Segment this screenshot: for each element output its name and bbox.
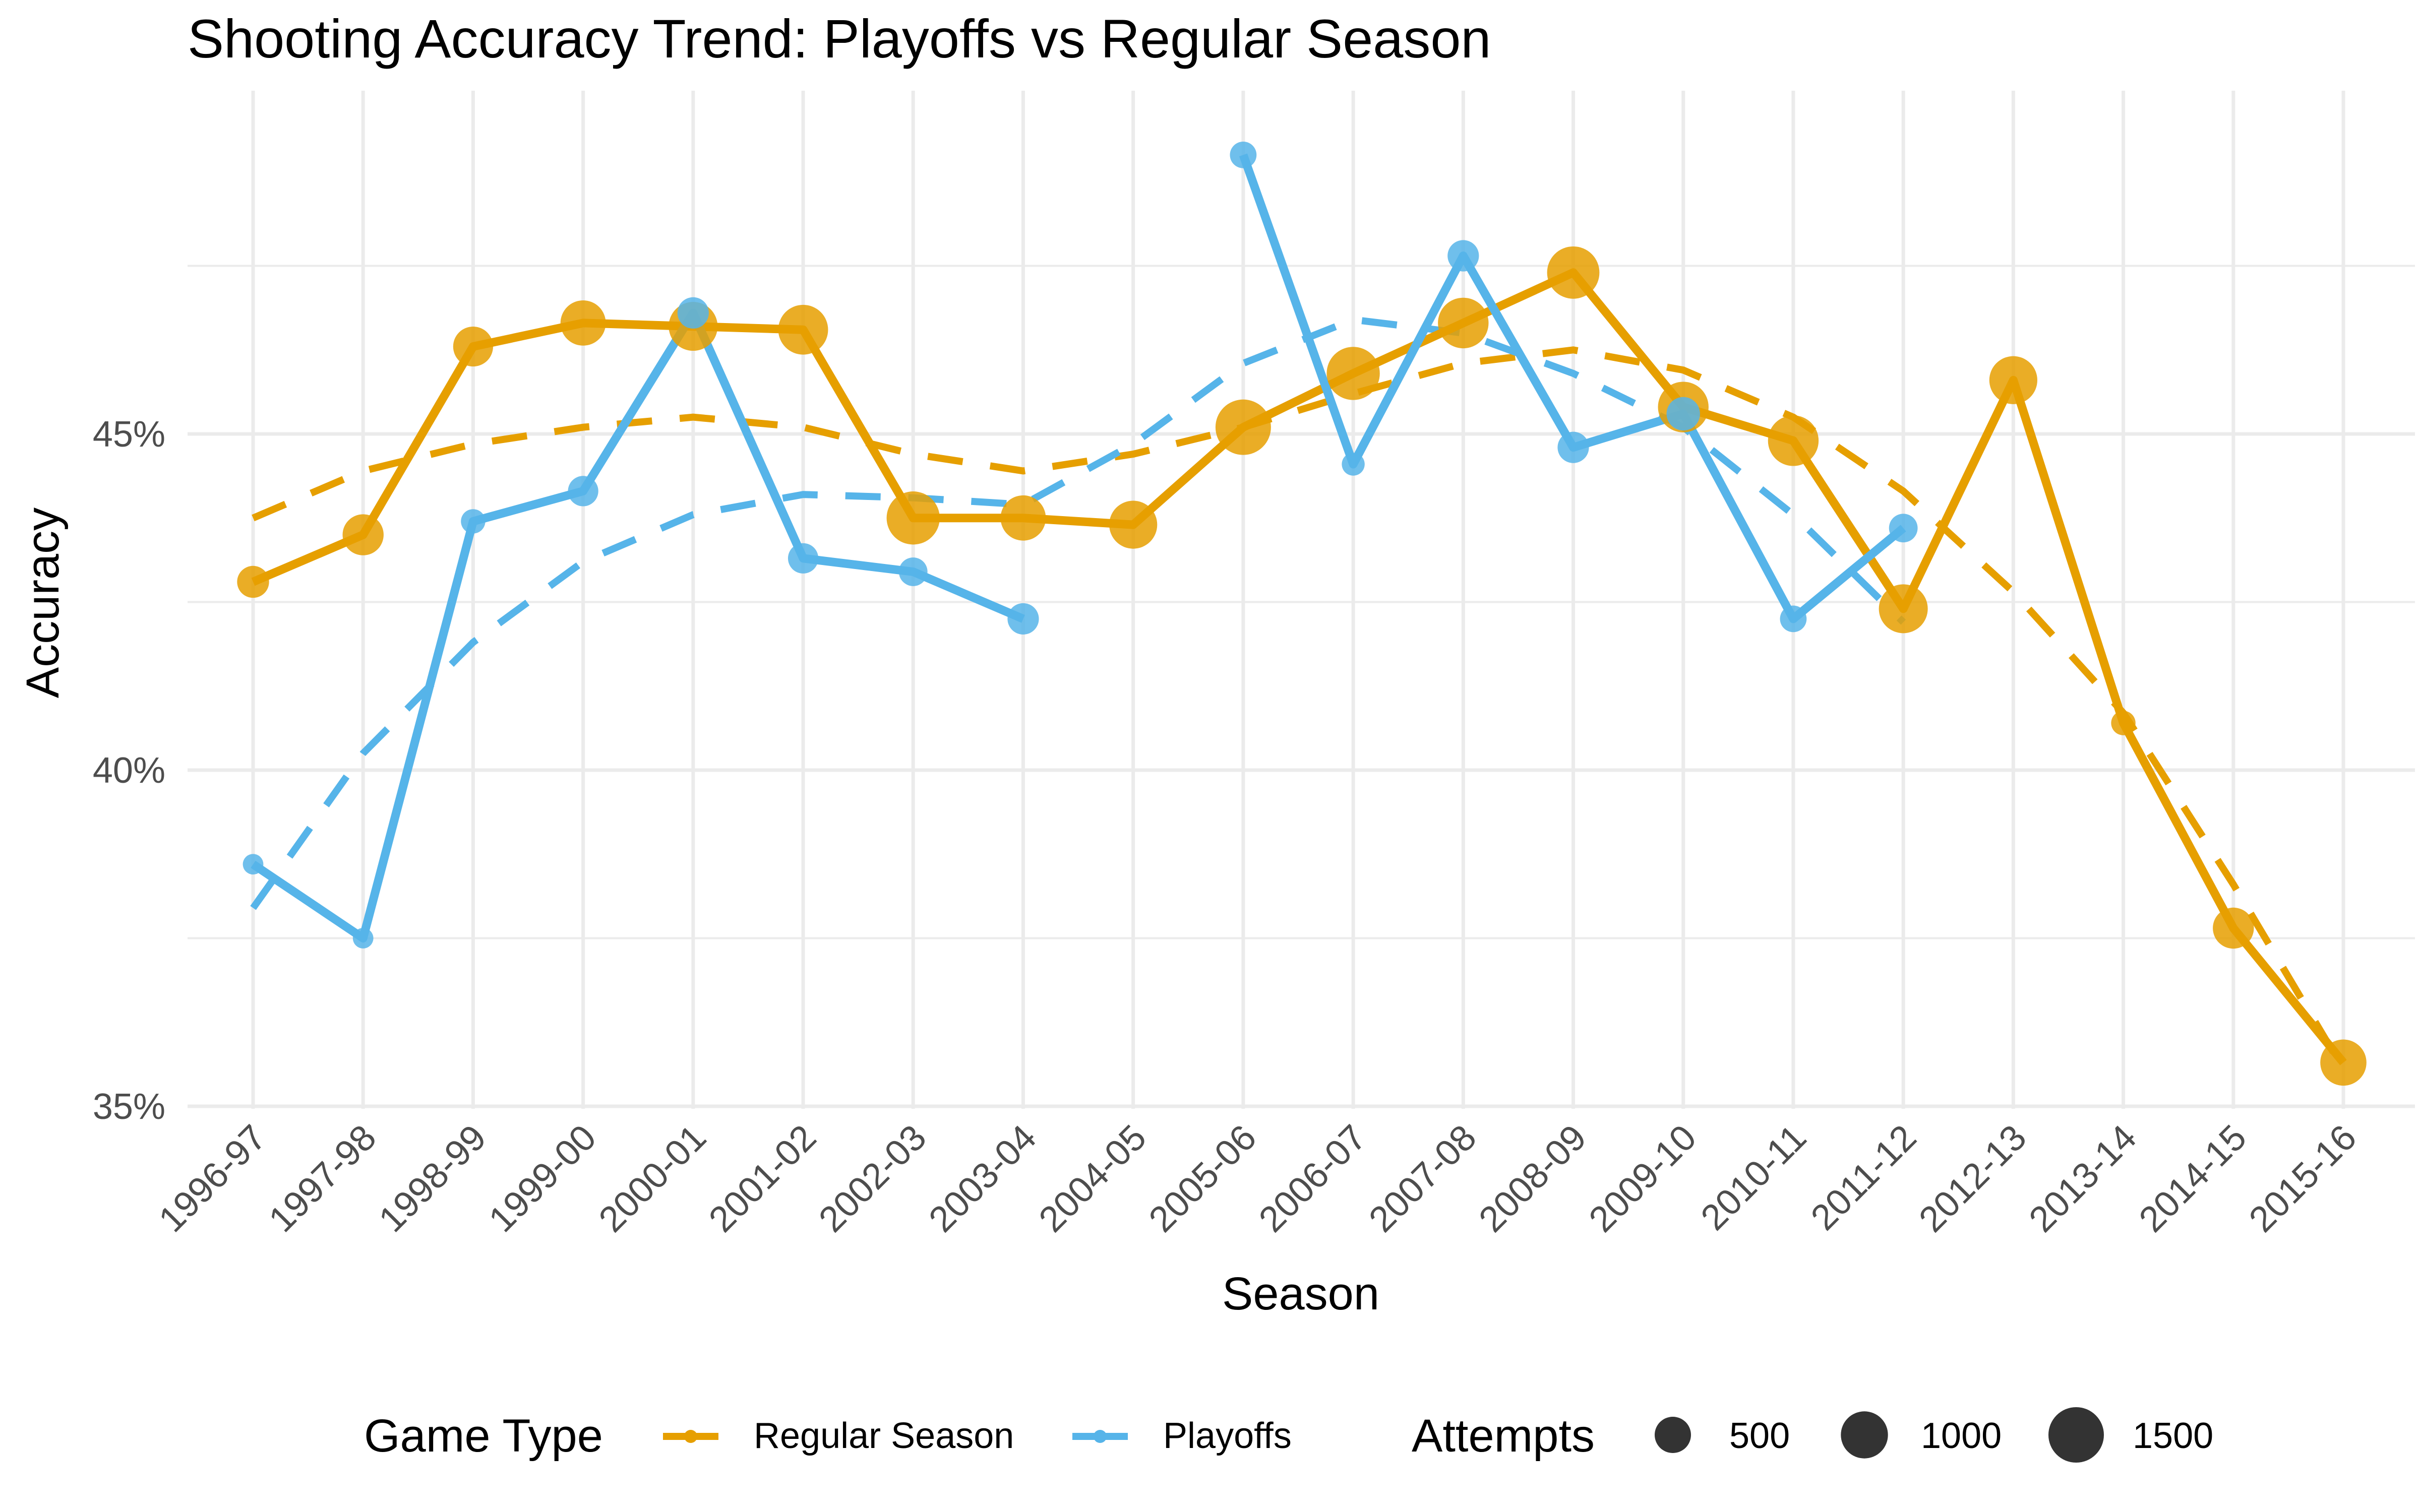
y-tick-label: 40% [93,750,165,791]
legend-key-point-regular-season [684,1430,697,1443]
x-tick-label: 2010-11 [1693,1117,1814,1238]
data-point-regular-season-2002-03 [886,491,940,545]
data-point-playoffs-1998-99 [461,509,486,534]
data-point-regular-season-2004-05 [1109,500,1158,549]
data-point-regular-season-1999-00 [560,300,606,346]
axes: 35%40%45%1996-971997-981998-991999-00200… [93,414,2364,1240]
x-tick-label: 2007-08 [1361,1117,1484,1240]
data-point-playoffs-1999-00 [568,476,598,507]
legend-size-title: Attempts [1412,1410,1595,1462]
data-point-playoffs-2006-07 [1342,453,1365,476]
data-point-regular-season-1998-99 [453,326,494,367]
x-tick-label: 1997-98 [261,1117,384,1240]
trend-line-playoffs [250,316,1906,910]
legend-size-key-1000 [1841,1411,1888,1459]
data-point-regular-season-1996-97 [237,565,269,598]
data-point-playoffs-2005-06 [1230,141,1257,168]
data-point-playoffs-1997-98 [352,928,374,949]
x-tick-label: 2015-16 [2242,1117,2364,1240]
legend-size-label-1500: 1500 [2133,1416,2213,1456]
data-point-playoffs-2011-12 [1889,514,1918,543]
trend-line-regular-season [252,346,2347,1072]
x-tick-label: 2000-01 [591,1117,714,1240]
x-tick-label: 2006-07 [1251,1117,1374,1240]
legend-key-point-playoffs [1094,1430,1107,1443]
y-tick-label: 45% [93,414,165,455]
x-tick-label: 1999-00 [481,1117,604,1240]
legend-size-1000: 1000 [1841,1411,2002,1459]
legend-color-title: Game Type [364,1410,603,1462]
data-point-regular-season-2010-11 [1768,415,1819,466]
data-point-regular-season-2003-04 [1000,495,1046,541]
series-line-playoffs [251,153,1906,942]
x-tick-label: 2009-10 [1582,1117,1704,1240]
legend-size-label-500: 500 [1729,1416,1790,1456]
y-tick-label: 35% [93,1087,165,1127]
x-axis-title: Season [1222,1268,1379,1319]
data-point-regular-season-1997-98 [342,514,384,555]
legend-size-key-500 [1655,1417,1691,1453]
legend-size-1500: 1500 [2048,1407,2213,1463]
data-point-regular-season-2014-15 [2213,907,2254,949]
data-points [237,141,2367,1086]
data-point-regular-season-2005-06 [1215,399,1271,455]
legend-size-label-1000: 1000 [1921,1416,2002,1456]
x-tick-label: 2013-14 [2021,1117,2144,1240]
data-point-regular-season-2008-09 [1547,246,1600,299]
data-point-playoffs-2009-10 [1666,397,1700,431]
data-point-playoffs-2002-03 [898,557,928,586]
x-tick-label: 2012-13 [1911,1117,2034,1240]
data-point-playoffs-2001-02 [788,543,819,574]
trend-lines [250,316,2347,1072]
x-tick-label: 2014-15 [2132,1117,2254,1240]
data-point-playoffs-2000-01 [677,297,709,329]
legend-item-playoffs: Playoffs [1072,1416,1292,1456]
legend-size-key-1500 [2048,1407,2104,1463]
data-point-playoffs-2010-11 [1780,605,1807,633]
y-axis-title: Accuracy [17,508,69,698]
data-point-playoffs-2003-04 [1007,603,1039,635]
x-tick-label: 2005-06 [1141,1117,1264,1240]
x-tick-label: 2003-04 [921,1117,1044,1240]
data-point-playoffs-2008-09 [1557,431,1589,463]
chart-title: Shooting Accuracy Trend: Playoffs vs Reg… [188,8,1491,69]
data-point-regular-season-2013-14 [2111,711,2136,735]
data-point-regular-season-2007-08 [1438,297,1489,349]
data-point-regular-season-2001-02 [778,304,828,355]
legend: Game Type Regular Season Playoffs Attemp… [364,1407,2213,1463]
x-tick-label: 2004-05 [1032,1117,1154,1240]
x-tick-label: 2002-03 [811,1117,934,1240]
legend-item-regular-season: Regular Season [663,1416,1014,1456]
legend-label-regular-season: Regular Season [754,1416,1014,1456]
legend-size-500: 500 [1655,1416,1790,1456]
x-tick-label: 1996-97 [151,1117,274,1240]
data-point-regular-season-2006-07 [1326,347,1380,400]
legend-label-playoffs: Playoffs [1163,1416,1292,1456]
data-point-regular-season-2012-13 [1989,356,2037,404]
x-tick-label: 1998-99 [371,1117,494,1240]
data-point-regular-season-2015-16 [2320,1039,2367,1086]
data-point-playoffs-1996-97 [243,854,264,875]
x-tick-label: 2011-12 [1803,1117,1924,1238]
x-tick-label: 2008-09 [1471,1117,1594,1240]
data-point-regular-season-2011-12 [1879,584,1928,634]
x-tick-label: 2001-02 [701,1117,824,1240]
data-point-playoffs-2007-08 [1447,240,1479,272]
